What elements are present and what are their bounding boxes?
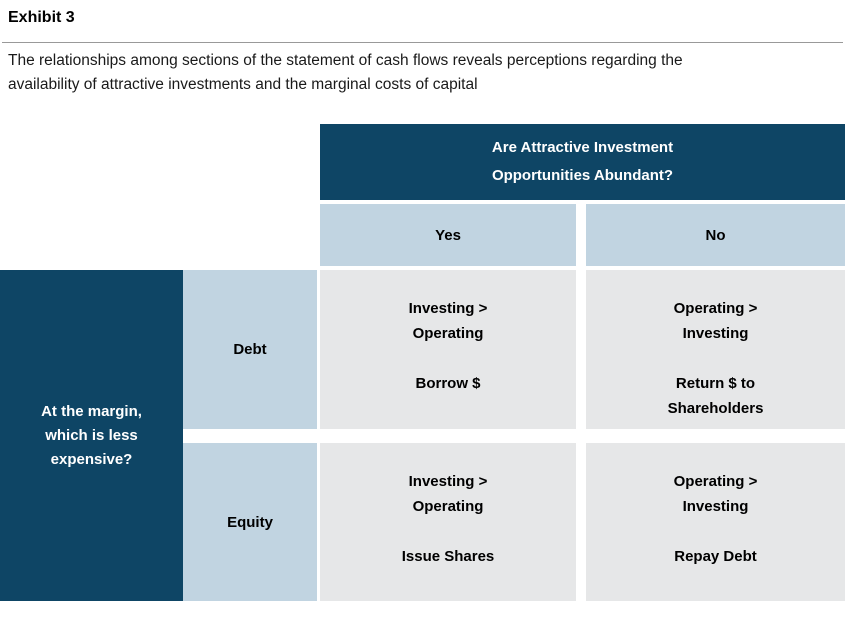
cell-debt-yes: Investing > Operating Borrow $ xyxy=(320,270,576,429)
cell-debt-yes-action: Borrow $ xyxy=(415,375,481,392)
column-header-yes: Yes xyxy=(320,204,576,266)
row-header-equity: Equity xyxy=(183,443,317,601)
cell-debt-no-comparison: Operating > Investing xyxy=(673,300,758,342)
cell-equity-no-comparison: Operating > Investing xyxy=(673,473,758,515)
exhibit-title: Exhibit 3 xyxy=(8,9,75,26)
title-divider-rule xyxy=(2,42,843,43)
cell-equity-no-action: Repay Debt xyxy=(674,548,757,565)
cell-equity-yes-action: Issue Shares xyxy=(401,548,495,565)
cell-equity-no: Operating > Investing Repay Debt xyxy=(586,443,845,601)
cell-debt-no: Operating > Investing Return $ to Shareh… xyxy=(586,270,845,429)
cell-debt-no-action: Return $ to Shareholders xyxy=(667,375,764,417)
row-question-header: At the margin, which is less expensive? xyxy=(0,270,183,601)
cell-equity-yes: Investing > Operating Issue Shares xyxy=(320,443,576,601)
column-question-header: Are Attractive Investment Opportunities … xyxy=(320,124,845,200)
cell-equity-yes-comparison: Investing > Operating xyxy=(408,473,488,515)
cell-debt-yes-comparison: Investing > Operating xyxy=(408,300,488,342)
column-header-no: No xyxy=(586,204,845,266)
row-header-debt: Debt xyxy=(183,270,317,429)
exhibit-caption: The relationships among sections of the … xyxy=(8,52,683,93)
